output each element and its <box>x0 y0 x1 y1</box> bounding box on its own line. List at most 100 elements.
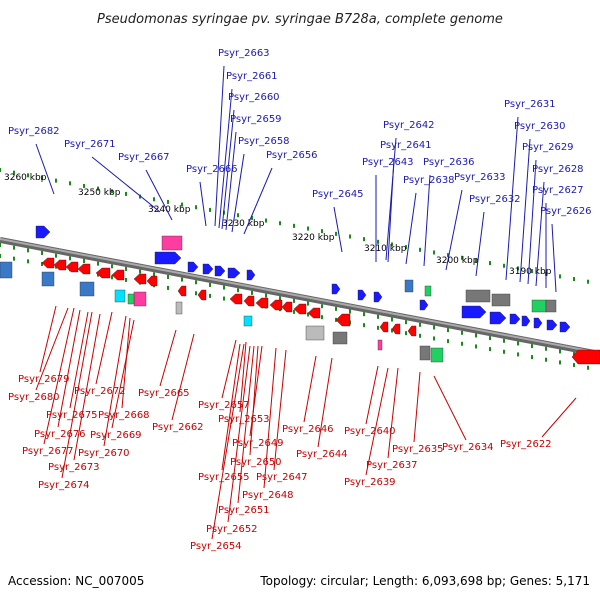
gene-label[interactable]: Psyr_2629 <box>522 142 574 153</box>
gene-label[interactable]: Psyr_2639 <box>344 477 396 488</box>
gene-label[interactable]: Psyr_2675 <box>46 410 98 421</box>
gene-label[interactable]: Psyr_2650 <box>230 457 282 468</box>
connector-line <box>214 65 225 227</box>
gene-label[interactable]: Psyr_2668 <box>98 410 150 421</box>
gene-label[interactable]: Psyr_2670 <box>78 448 130 459</box>
gene-label[interactable]: Psyr_2679 <box>18 374 70 385</box>
scale-tick <box>307 312 309 317</box>
scale-tick <box>405 245 407 250</box>
scale-tick <box>293 298 295 303</box>
scale-tick <box>55 178 57 183</box>
scale-tick <box>0 254 1 258</box>
feature-box <box>491 293 511 307</box>
scale-tick <box>321 229 323 234</box>
connector-line <box>387 157 395 263</box>
gene-labels[interactable]: Psyr_2663 Psyr_2661 Psyr_2660 Psyr_2659 Psyr… <box>8 48 592 552</box>
gene-label[interactable]: Psyr_2641 <box>380 140 432 151</box>
scale-tick <box>489 347 491 352</box>
gene-label[interactable]: Psyr_2634 <box>442 442 494 453</box>
gene-label[interactable]: Psyr_2628 <box>532 164 584 175</box>
gene-label[interactable]: Psyr_2665 <box>138 388 190 399</box>
gene-label[interactable]: Psyr_2671 <box>64 139 116 150</box>
connector-line <box>237 345 255 504</box>
scale-tick <box>27 173 29 178</box>
reverse-gene-arrow <box>65 261 79 273</box>
gene-label[interactable]: Psyr_2647 <box>256 472 308 483</box>
gene-label[interactable]: Psyr_2626 <box>540 206 592 217</box>
scale-tick <box>517 341 519 346</box>
gene-label[interactable]: Psyr_2655 <box>198 472 250 483</box>
gene-label[interactable]: Psyr_2658 <box>238 136 290 147</box>
connector-line <box>249 345 259 456</box>
scale-tick <box>41 261 43 266</box>
gene-label[interactable]: Psyr_2659 <box>230 114 282 125</box>
gene-label[interactable]: Psyr_2657 <box>198 400 250 411</box>
gene-label[interactable]: Psyr_2677 <box>22 446 74 457</box>
gene-label[interactable]: Psyr_2643 <box>362 157 414 168</box>
gene-label[interactable]: Psyr_2654 <box>190 541 242 552</box>
scale-tick <box>377 314 379 319</box>
forward-gene-arrow <box>187 261 199 273</box>
gene-label[interactable]: Psyr_2662 <box>152 422 204 433</box>
feature-box <box>531 299 547 313</box>
gene-label[interactable]: Psyr_2635 <box>392 444 444 455</box>
gene-label[interactable]: Psyr_2682 <box>8 126 60 137</box>
gene-label[interactable]: Psyr_2638 <box>403 175 455 186</box>
scale-tick <box>0 168 1 172</box>
gene-label[interactable]: Psyr_2633 <box>454 172 506 183</box>
gene-label[interactable]: Psyr_2666 <box>186 164 238 175</box>
scale-tick <box>335 231 337 236</box>
gene-label[interactable]: Psyr_2660 <box>228 92 280 103</box>
gene-label[interactable]: Psyr_2673 <box>48 462 100 473</box>
gene-label[interactable]: Psyr_2669 <box>90 430 142 441</box>
connector-line <box>527 159 537 285</box>
scale-tick <box>97 261 99 266</box>
gene-label[interactable]: Psyr_2642 <box>383 120 435 131</box>
gene-label[interactable]: Psyr_2652 <box>206 524 258 535</box>
gene-label[interactable]: Psyr_2648 <box>242 490 294 501</box>
gene-label[interactable]: Psyr_2676 <box>34 429 86 440</box>
connector-line <box>273 349 287 471</box>
scale-tick <box>13 170 15 175</box>
scale-tick <box>279 296 281 301</box>
gene-label[interactable]: Psyr_2672 <box>74 386 126 397</box>
gene-label[interactable]: Psyr_2627 <box>532 185 584 196</box>
forward-gene-arrow <box>35 225 51 239</box>
reverse-gene-arrow <box>177 285 187 297</box>
gene-label[interactable]: Psyr_2653 <box>218 414 270 425</box>
gene-label[interactable]: Psyr_2631 <box>504 99 556 110</box>
scale-tick <box>181 202 183 207</box>
feature-box <box>133 291 147 307</box>
gene-label[interactable]: Psyr_2667 <box>118 152 170 163</box>
gene-label[interactable]: Psyr_2661 <box>226 71 278 82</box>
scale-tick <box>293 309 295 314</box>
gene-label[interactable]: Psyr_2622 <box>500 439 552 450</box>
connector-line <box>221 109 235 230</box>
gene-label[interactable]: Psyr_2663 <box>218 48 270 59</box>
gene-label[interactable]: Psyr_2636 <box>423 157 475 168</box>
gene-label[interactable]: Psyr_2651 <box>218 505 270 516</box>
gene-label[interactable]: Psyr_2630 <box>514 121 566 132</box>
connector-line <box>91 156 161 213</box>
scale-label: 3260 kbp <box>4 173 47 183</box>
gene-label[interactable]: Psyr_2637 <box>366 460 418 471</box>
gene-label[interactable]: Psyr_2656 <box>266 150 318 161</box>
forward-gene-arrow <box>373 291 383 303</box>
connector-line <box>405 192 417 265</box>
gene-label[interactable]: Psyr_2680 <box>8 392 60 403</box>
scale-tick <box>517 352 519 357</box>
gene-label[interactable]: Psyr_2649 <box>232 438 284 449</box>
scale-tick <box>545 346 547 351</box>
gene-label[interactable]: Psyr_2674 <box>38 480 90 491</box>
gene-label[interactable]: Psyr_2644 <box>296 449 348 460</box>
gene-label[interactable]: Psyr_2632 <box>469 194 521 205</box>
gene-label[interactable]: Psyr_2646 <box>282 424 334 435</box>
scale-tick <box>55 253 57 258</box>
connector-line <box>61 311 93 479</box>
scale-tick <box>0 243 1 247</box>
scale-tick <box>475 258 477 263</box>
gene-label[interactable]: Psyr_2645 <box>312 189 364 200</box>
feature-box <box>377 339 383 351</box>
gene-label[interactable]: Psyr_2640 <box>344 426 396 437</box>
connector-line <box>365 365 379 425</box>
